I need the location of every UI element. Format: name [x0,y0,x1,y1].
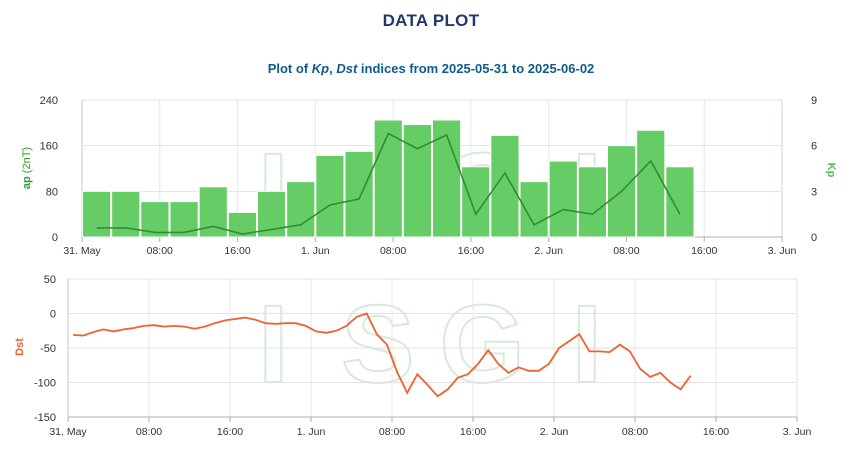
bottom-x-tick-label: 08:00 [622,426,648,438]
ap-axis-label-main: ap [21,176,33,189]
top-x-tick-label: 31. May [63,245,101,257]
bottom-panel-grid [67,278,798,418]
dst-axis-label: Dst [14,338,26,356]
ap-axis-label-unit: (2nT) [21,147,33,176]
ap-tick-label: 80 [46,186,58,198]
top-x-tick-label: 16:00 [691,245,717,257]
bottom-x-tick-label: 16:00 [703,426,729,438]
watermark-letter: S [341,283,414,406]
page-title: DATA PLOT [382,11,480,30]
ap-bar [402,124,433,238]
ap-bar [461,166,491,238]
dst-axis-ticks: 50 0 -50 -100 -150 [34,274,56,424]
ap-bar [373,119,403,238]
dst-tick-label: -50 [40,343,56,355]
bottom-x-tick-label: 3. Jun [783,426,812,438]
ap-axis-label: ap (2nT) [21,147,33,189]
dst-tick-label: -100 [34,378,56,390]
ap-axis-ticks: 0 80 160 240 [40,95,58,244]
dst-tick-label: -150 [34,412,56,424]
kp-axis-ticks: 0 3 6 9 [811,95,817,244]
ap-bar [315,154,345,238]
ap-tick-label: 0 [52,232,58,244]
watermark-letter: G [439,283,525,406]
bottom-x-tick-label: 2. Jun [540,426,569,438]
bottom-x-tick-label: 16:00 [217,426,243,438]
kp-axis-label: Kp [825,163,837,178]
ap-bar [344,150,374,238]
ap-bar [665,166,695,238]
plot-subtitle: Plot of Kp, Dst indices from 2025-05-31 … [0,61,862,76]
watermark-letter: I [571,283,602,406]
kp-tick-label: 6 [811,141,817,153]
dst-tick-label: 0 [50,309,56,321]
top-x-tick-label: 1. Jun [301,245,330,257]
bottom-x-tick-label: 08:00 [379,426,405,438]
top-x-tick-label: 3. Jun [768,245,797,257]
dst-series-line [73,312,692,398]
bottom-x-tick-label: 08:00 [136,426,162,438]
top-x-tick-label: 08:00 [613,245,639,257]
subtitle-kp: Kp [311,61,330,76]
subtitle-dst: Dst [336,61,358,76]
ap-bar [577,166,607,238]
ap-bar [82,190,112,238]
top-x-tick-label: 08:00 [147,245,173,257]
watermark-letter: I [258,283,289,406]
dst-tick-label: 50 [44,274,56,286]
bottom-x-tick-label: 1. Jun [297,426,326,438]
kp-tick-label: 9 [811,95,817,107]
subtitle-sep: , [329,61,337,76]
top-x-axis-ticks: 31. May 08:00 16:00 1. Jun 08:00 16:00 2. Jun 0… [63,237,796,257]
top-x-tick-label: 16:00 [458,245,484,257]
bottom-x-tick-label: 31. May [49,426,87,438]
ap-bar [286,181,316,238]
kp-tick-label: 3 [811,186,817,198]
ap-tick-label: 240 [40,95,58,107]
top-x-tick-label: 2. Jun [534,245,563,257]
ap-bar [432,119,462,238]
top-x-tick-label: 08:00 [380,245,406,257]
ap-tick-label: 160 [40,141,58,153]
kp-series-line [96,132,681,235]
subtitle-suffix: indices from 2025-05-31 to 2025-06-02 [357,61,595,76]
subtitle-prefix: Plot of [267,61,312,76]
top-x-tick-label: 16:00 [224,245,250,257]
kp-tick-label: 0 [811,232,817,244]
ap-bar [548,160,578,238]
ap-bar [636,129,666,238]
ap-bars [82,119,695,238]
ap-bar [519,181,549,238]
bottom-x-tick-label: 16:00 [460,426,486,438]
bottom-x-axis-ticks: 31. May 08:00 16:00 1. Jun 08:00 16:00 2. Jun 0… [49,417,811,438]
